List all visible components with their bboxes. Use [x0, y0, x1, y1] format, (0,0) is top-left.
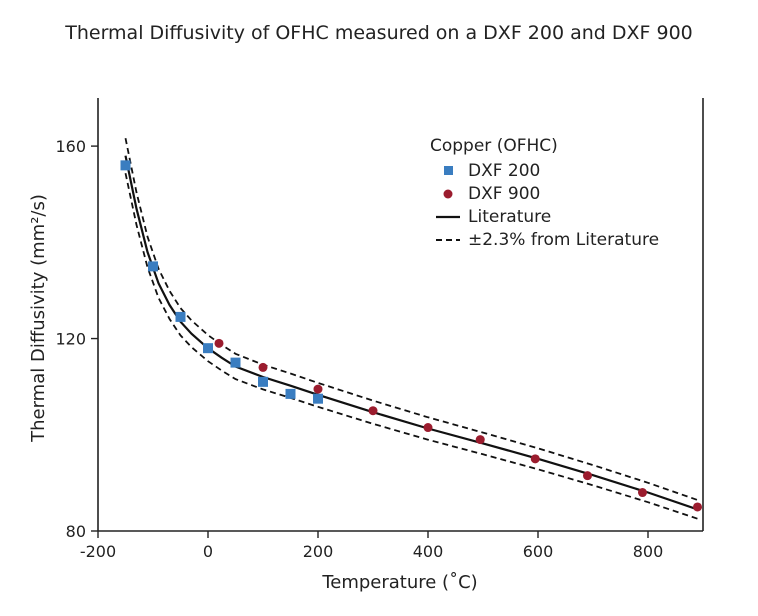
dxf900-point — [475, 435, 485, 445]
dxf200-point — [203, 343, 213, 354]
dxf200-point — [258, 376, 268, 387]
legend: Copper (OFHC) DXF 200 DXF 900 Literature ±2.… — [430, 136, 659, 250]
legend-label: ±2.3% from Literature — [468, 230, 659, 250]
dxf900-point — [313, 384, 323, 394]
dxf900-point — [368, 406, 378, 416]
dxf200-point — [148, 261, 158, 272]
legend-label: DXF 200 — [468, 161, 540, 181]
dxf900-point — [530, 454, 540, 464]
upper-bound-line — [124, 138, 698, 501]
legend-label: Literature — [468, 207, 551, 227]
literature-line — [124, 155, 698, 511]
dxf900-point — [583, 471, 592, 481]
dxf200-point — [313, 393, 323, 404]
legend-circle-icon — [443, 189, 453, 199]
curves — [124, 138, 698, 520]
legend-label: DXF 900 — [468, 184, 540, 204]
x-axis-label: Temperature (˚C) — [321, 572, 477, 593]
x-tick-label: 600 — [523, 542, 554, 561]
y-tick-label: 160 — [55, 137, 86, 156]
dxf200-point — [120, 160, 131, 171]
y-axis-label: Thermal Diffusivity (mm²/s) — [28, 194, 49, 443]
x-tick-label: 800 — [633, 542, 664, 561]
y-tick-label: 80 — [66, 522, 86, 541]
legend-square-icon — [444, 166, 453, 175]
dxf900-point — [638, 488, 647, 498]
dxf200-point — [285, 388, 296, 399]
dxf900-point — [693, 502, 702, 512]
y-tick-label: 120 — [55, 330, 86, 349]
points — [120, 160, 702, 512]
chart-title: Thermal Diffusivity of OFHC measured on … — [65, 22, 693, 44]
x-tick-label: 200 — [303, 542, 334, 561]
dxf900-point — [214, 338, 224, 348]
dxf200-point — [175, 311, 186, 322]
x-tick-label: -200 — [80, 542, 116, 561]
dxf200-point — [230, 357, 241, 368]
lower-bound-line — [124, 173, 698, 520]
legend-title: Copper (OFHC) — [430, 136, 558, 156]
x-tick-label: 400 — [413, 542, 444, 561]
x-tick-label: 0 — [203, 542, 213, 561]
dxf900-point — [423, 423, 433, 433]
axes: -200 0 200 400 600 800 80 120 160 — [55, 98, 704, 561]
dxf900-point — [258, 362, 268, 372]
